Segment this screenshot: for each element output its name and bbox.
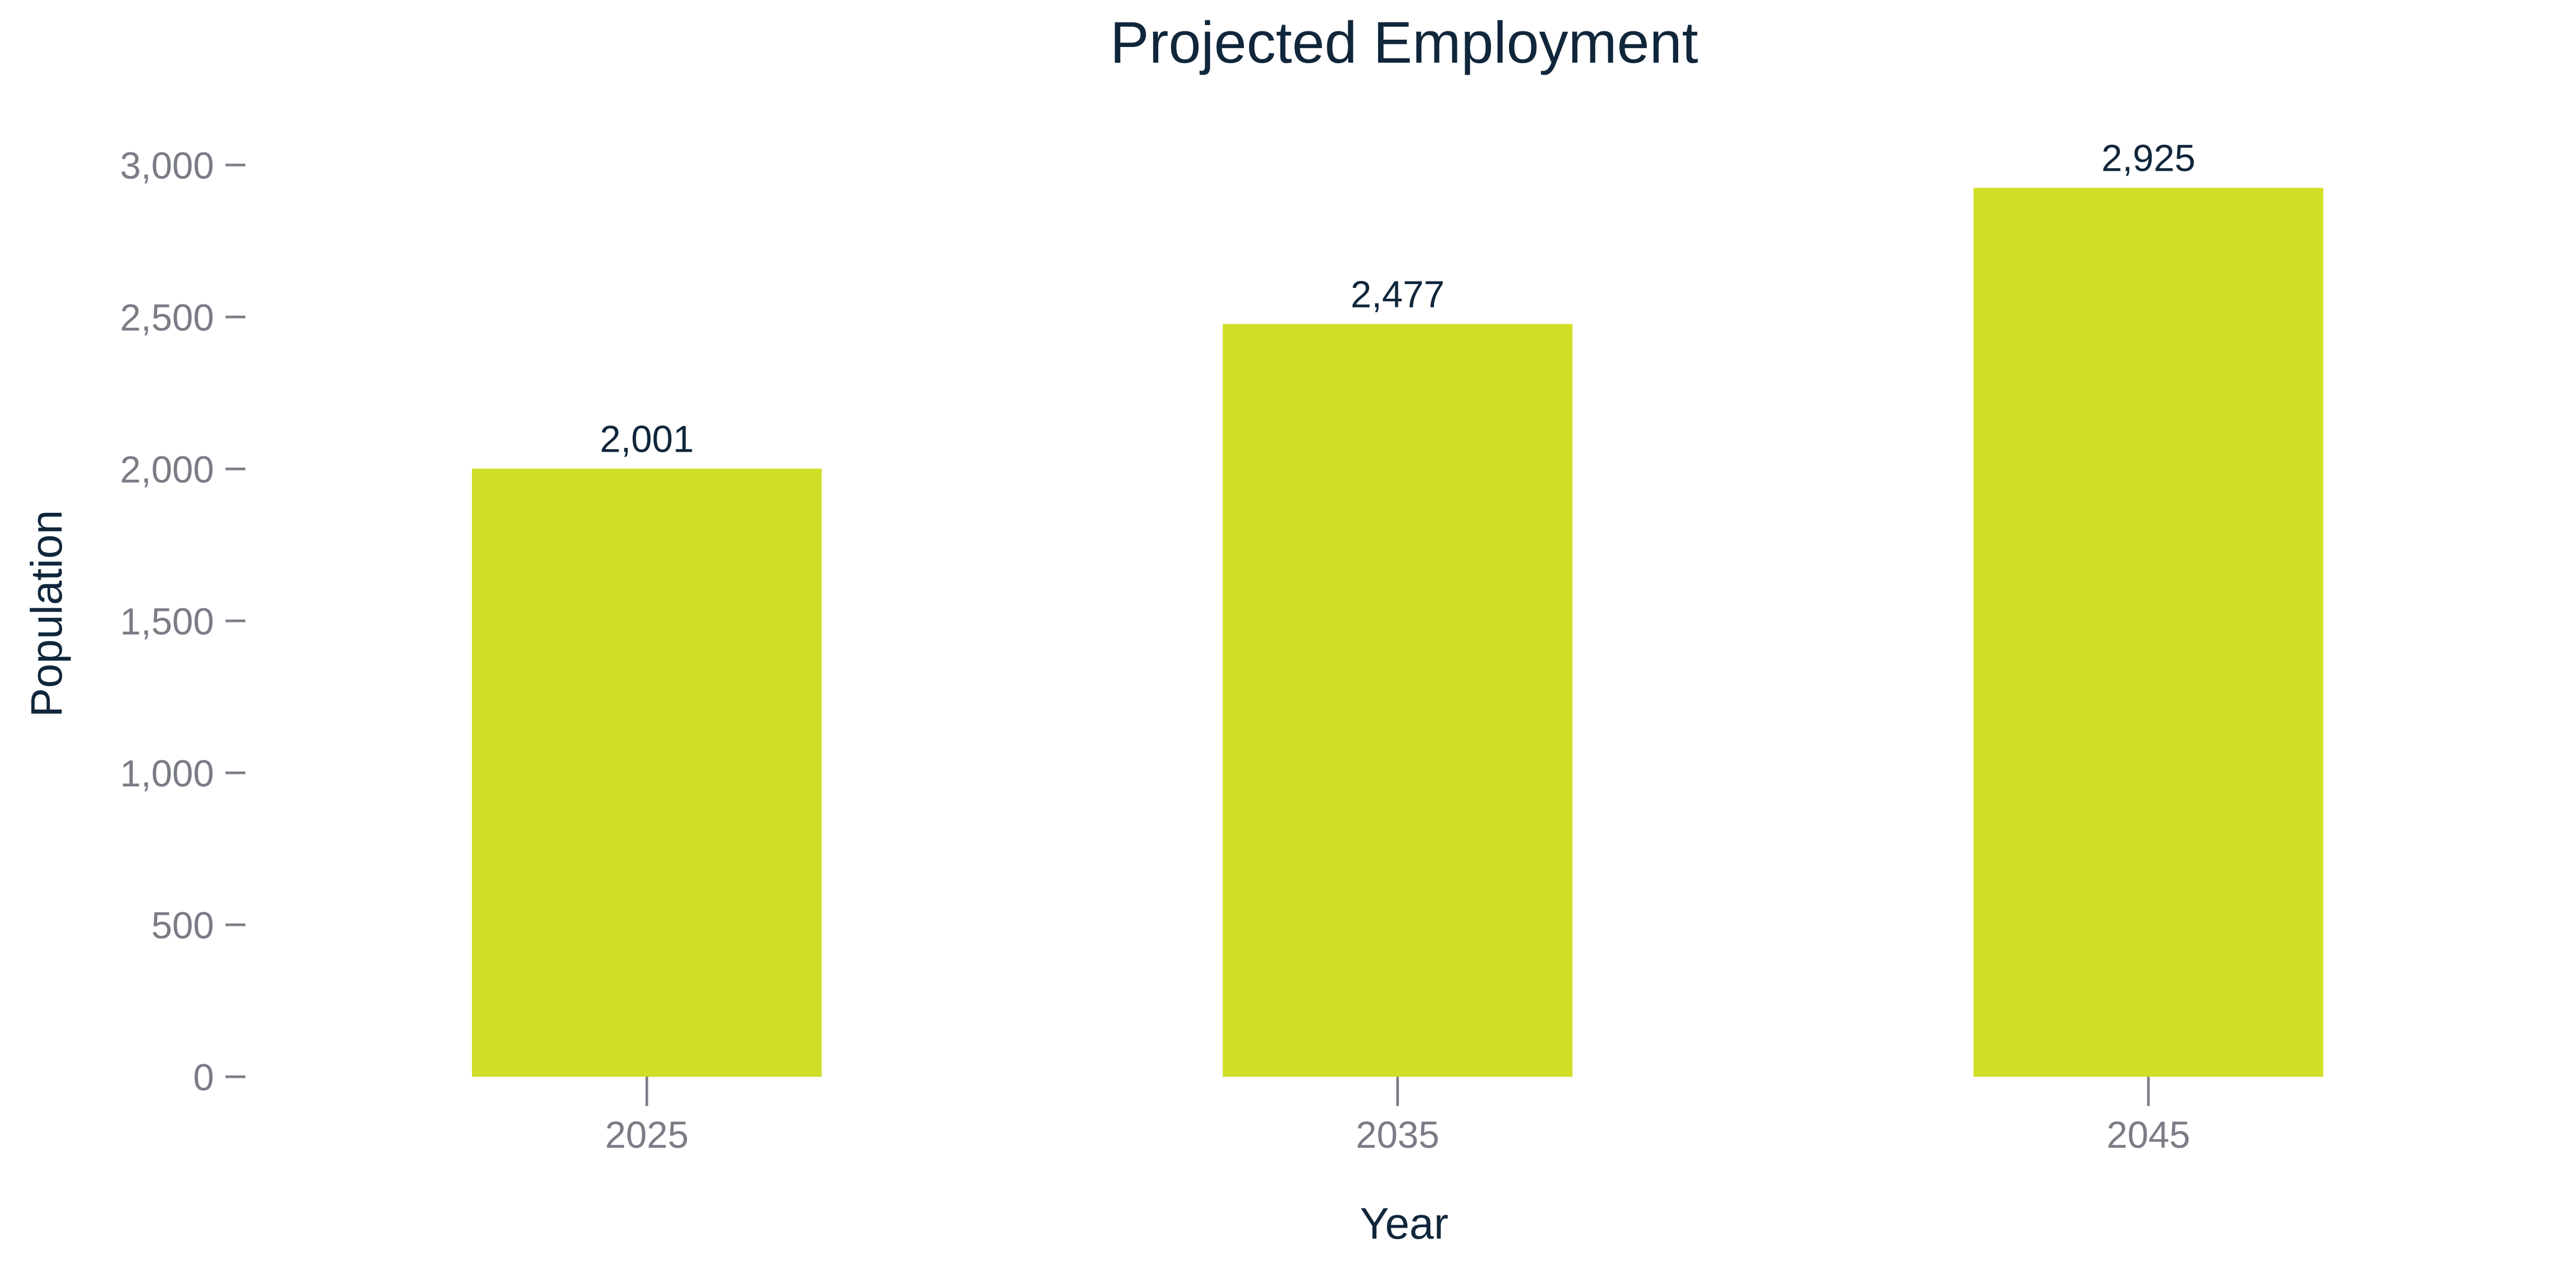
- bar-value-label: 2,001: [600, 418, 694, 460]
- x-tick-label: 2025: [605, 1114, 688, 1156]
- bar-2025: [472, 468, 822, 1077]
- y-tick-label: 2,000: [120, 449, 214, 491]
- y-axis-label: Population: [22, 510, 71, 717]
- bar-value-labels: 2,001 2,477 2,925: [600, 138, 2195, 461]
- bar-2035: [1222, 324, 1573, 1077]
- bar-2045: [1973, 187, 2323, 1077]
- x-tick-label: 2035: [1356, 1114, 1439, 1156]
- y-tick-label: 500: [151, 905, 214, 947]
- bars: [472, 187, 2323, 1077]
- chart-title: Projected Employment: [1110, 10, 1699, 75]
- y-tick-label: 0: [193, 1057, 214, 1099]
- x-axis: 2025 2035 2045: [605, 1077, 2190, 1156]
- y-tick-label: 1,000: [120, 753, 214, 795]
- y-tick-label: 2,500: [120, 297, 214, 339]
- bar-value-label: 2,477: [1350, 274, 1444, 315]
- x-axis-label: Year: [1360, 1199, 1449, 1248]
- y-tick-label: 3,000: [120, 145, 214, 187]
- bar-value-label: 2,925: [2102, 138, 2195, 180]
- x-tick-label: 2045: [2107, 1114, 2190, 1156]
- y-tick-label: 1,500: [120, 601, 214, 643]
- y-axis: 0 500 1,000 1,500 2,000 2,500 3,000: [120, 145, 245, 1099]
